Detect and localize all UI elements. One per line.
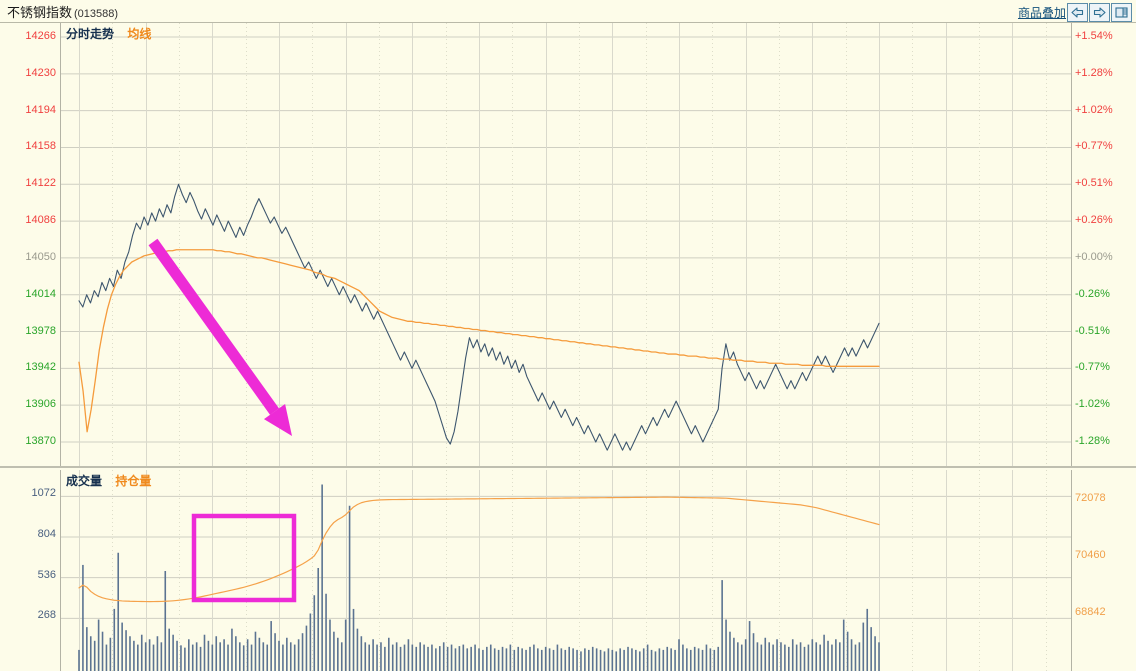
axis-tick-label: 14158 (25, 140, 56, 153)
axis-tick-label: -0.26% (1075, 287, 1110, 300)
axis-tick-label: 13978 (25, 324, 56, 337)
window-header: 不锈钢指数 (013588) 商品叠加 (0, 0, 1136, 23)
instrument-name: 不锈钢指数 (7, 5, 73, 20)
decline-arrow-head (263, 404, 292, 436)
axis-tick-label: 14122 (25, 177, 56, 190)
axis-tick-label: -1.28% (1075, 435, 1110, 447)
price-trend-line (78, 183, 880, 451)
axis-tick-label: -1.02% (1075, 398, 1110, 411)
axis-tick-label: 14086 (25, 214, 56, 227)
price-chart-svg (61, 23, 1071, 466)
axis-tick-label: 14050 (25, 250, 56, 263)
axis-tick-label: +0.77% (1075, 140, 1113, 153)
axis-tick-label: 536 (37, 568, 56, 581)
layout-grid-icon (1115, 7, 1128, 18)
price-plot-area[interactable]: 分时走势 均线 (60, 23, 1072, 466)
volume-plot-area[interactable]: 成交量 持仓量 (60, 470, 1072, 671)
next-button[interactable] (1089, 3, 1110, 22)
axis-tick-label: +0.00% (1075, 250, 1113, 263)
axis-tick-label: +1.54% (1075, 30, 1113, 42)
axis-tick-label: 72078 (1075, 492, 1106, 505)
moving-average-line (78, 249, 880, 433)
instrument-title: 不锈钢指数 (013588) (7, 2, 118, 22)
legend-trend-label: 分时走势 (66, 27, 115, 41)
arrow-left-icon (1071, 7, 1084, 18)
legend-ma-label: 均线 (127, 27, 152, 41)
axis-tick-label: 14014 (25, 287, 56, 300)
volume-legend: 成交量 持仓量 (66, 472, 151, 489)
axis-tick-label: 268 (37, 609, 56, 622)
legend-open-interest-label: 持仓量 (115, 474, 152, 488)
axis-tick-label: -0.51% (1075, 324, 1110, 337)
volume-axis-left: 1072 804 536 268 (0, 468, 60, 671)
open-interest-axis-right: 72078 70460 68842 (1070, 468, 1136, 671)
legend-volume-label: 成交量 (66, 474, 103, 488)
decline-arrow-shaft (148, 238, 279, 415)
axis-tick-label: 70460 (1075, 549, 1106, 562)
axis-tick-label: +1.02% (1075, 103, 1113, 116)
price-legend: 分时走势 均线 (66, 25, 151, 42)
highlight-rectangle (191, 513, 297, 603)
axis-tick-label: 13942 (25, 361, 56, 374)
axis-tick-label: 14266 (25, 30, 56, 42)
instrument-code: (013588) (74, 8, 119, 20)
axis-tick-label: 68842 (1075, 606, 1106, 619)
axis-tick-label: 13870 (25, 435, 56, 447)
arrow-right-icon (1093, 7, 1106, 18)
axis-tick-label: +0.26% (1075, 214, 1113, 227)
overlay-compare-link[interactable]: 商品叠加 (1017, 6, 1066, 20)
axis-tick-label: 13906 (25, 398, 56, 411)
axis-tick-label: -0.77% (1075, 361, 1110, 374)
price-axis-right: +1.54% +1.28% +1.02% +0.77% +0.51% +0.26% +0.0… (1070, 23, 1136, 466)
prev-button[interactable] (1067, 3, 1088, 22)
nav-buttons (1067, 3, 1132, 22)
volume-panel: 1072 804 536 268 72078 70460 68842 成交量 持仓量 (0, 466, 1136, 671)
price-panel: 14266 14230 14194 14158 14122 14086 14050 14014… (0, 23, 1136, 466)
price-axis-left: 14266 14230 14194 14158 14122 14086 14050 14014… (0, 23, 60, 466)
axis-tick-label: +0.51% (1075, 177, 1113, 190)
volume-chart-svg (61, 470, 1071, 671)
open-interest-line (78, 496, 880, 603)
axis-tick-label: 14230 (25, 66, 56, 79)
layout-button[interactable] (1111, 3, 1132, 22)
axis-tick-label: 804 (37, 528, 56, 540)
axis-tick-label: +1.28% (1075, 66, 1113, 79)
axis-tick-label: 14194 (25, 103, 56, 116)
axis-tick-label: 1072 (31, 487, 56, 500)
